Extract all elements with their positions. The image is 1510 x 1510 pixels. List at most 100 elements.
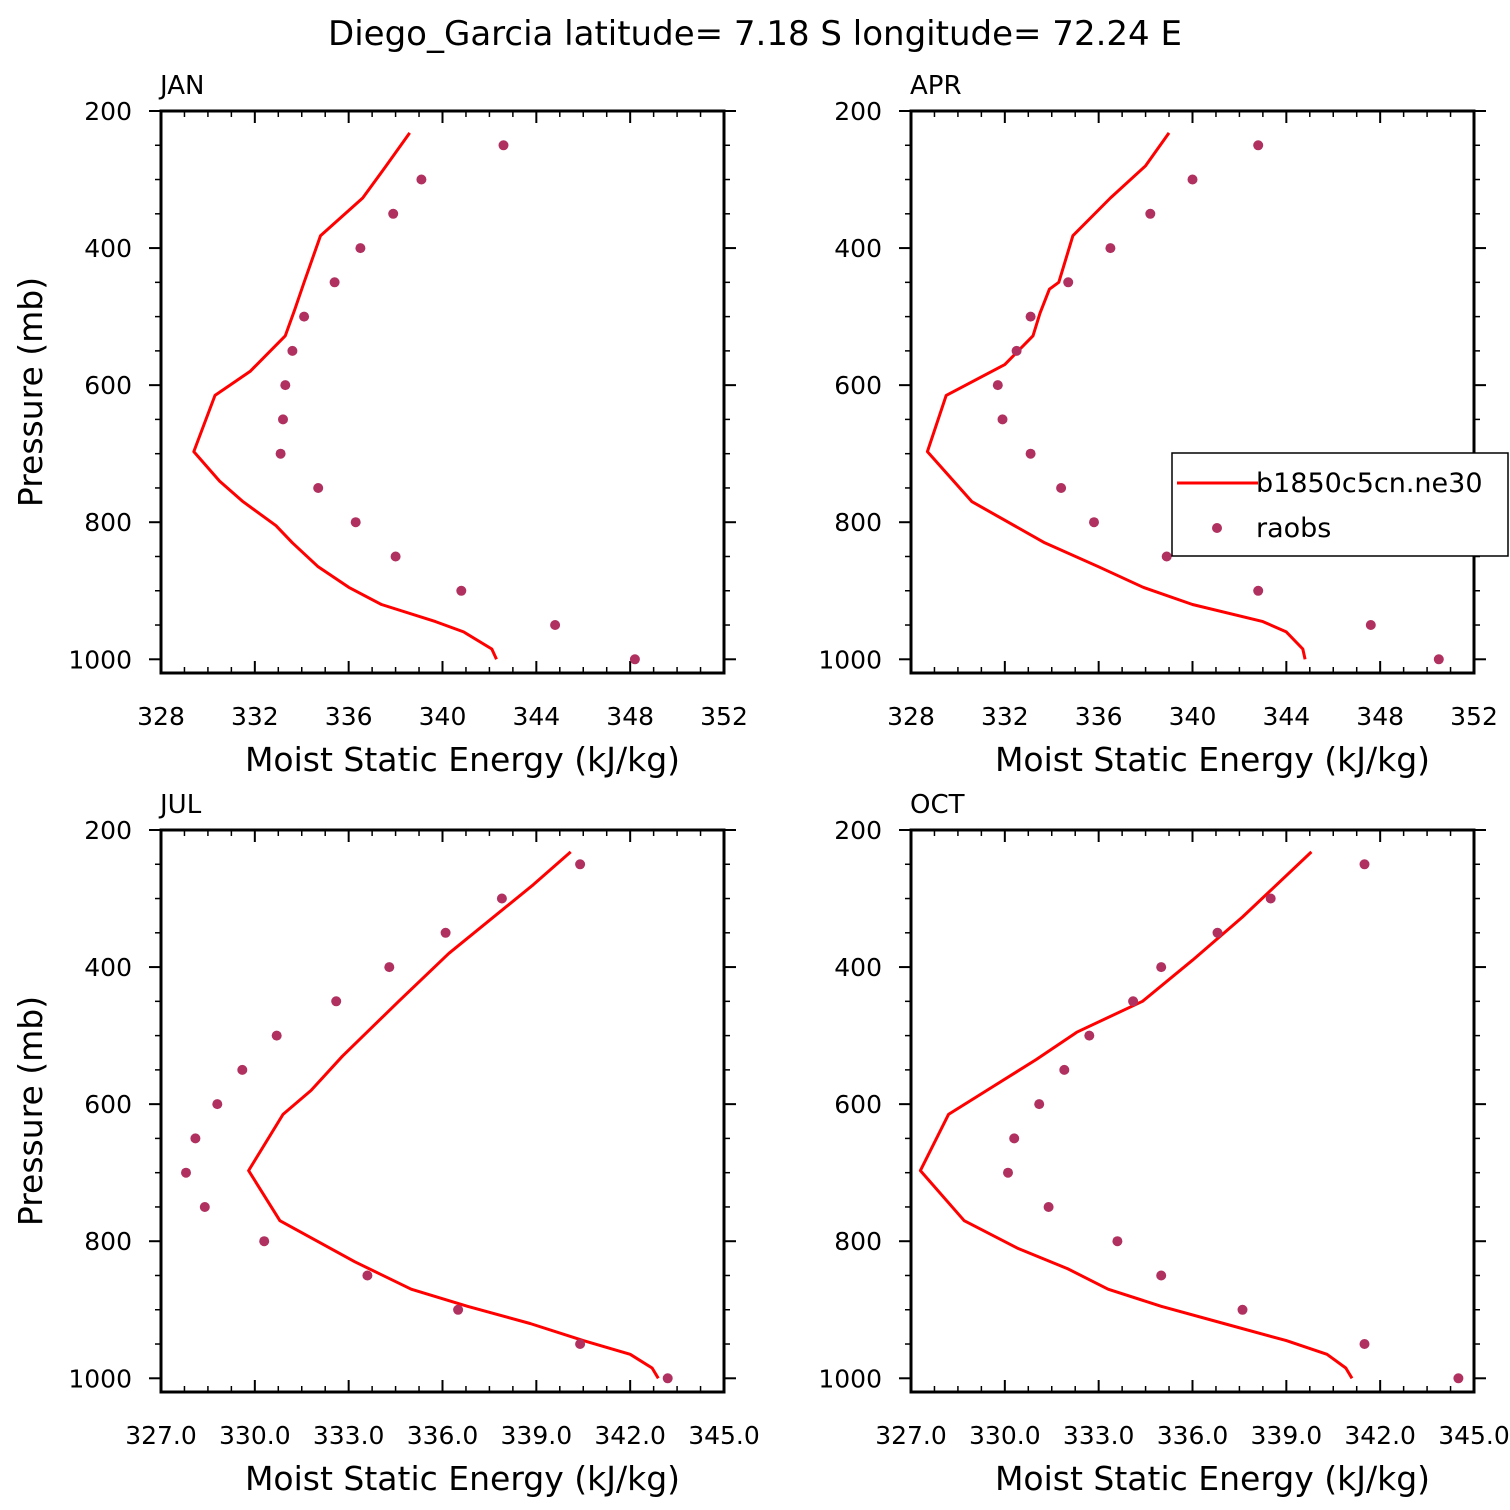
obs-point: [287, 345, 298, 356]
obs-point: [575, 859, 586, 870]
x-tick-label: 352: [1450, 702, 1498, 731]
model-line: [918, 850, 1354, 1380]
obs-point: [384, 962, 395, 973]
obs-point: [259, 1236, 270, 1247]
x-tick-label: 332: [231, 702, 279, 731]
y-tick-label: 1000: [818, 645, 882, 674]
x-axis-label: Moist Static Energy (kJ/kg): [245, 740, 680, 779]
obs-point: [388, 208, 399, 219]
x-axis-label: Moist Static Energy (kJ/kg): [995, 740, 1430, 779]
y-tick-label: 600: [84, 371, 132, 400]
y-axis-label: Pressure (mb): [11, 277, 50, 507]
panel-label: JUL: [158, 790, 202, 820]
x-tick-label: 333.0: [313, 1421, 385, 1450]
obs-point: [662, 1373, 673, 1384]
obs-point: [329, 277, 340, 288]
obs-point: [390, 551, 401, 562]
obs-point: [331, 996, 342, 1007]
legend-label-model: b1850c5cn.ne30: [1256, 468, 1483, 499]
model-line: [247, 850, 660, 1380]
x-tick-label: 328: [887, 702, 935, 731]
obs-point: [199, 1202, 210, 1212]
obs-point: [1112, 1236, 1123, 1247]
plot-area: [918, 850, 1464, 1384]
panel-jan: JAN 328 332 336 340 344 348 352 200 400 600 800 1000…: [11, 71, 748, 779]
obs-point: [997, 414, 1008, 425]
obs-point: [299, 311, 310, 322]
legend-marker-swatch: [1212, 523, 1222, 533]
x-tick-label: 344: [512, 702, 560, 731]
x-tick-label: 345.0: [688, 1421, 760, 1450]
obs-point: [992, 380, 1003, 391]
obs-point: [1025, 448, 1036, 459]
obs-point: [1212, 927, 1223, 938]
obs-point: [1237, 1304, 1248, 1315]
obs-point: [1433, 654, 1444, 665]
panel-apr: APR 328 332 336 340 344 348 352 200 400 600 800 1000…: [818, 71, 1509, 779]
legend-box: [1171, 452, 1509, 557]
obs-point: [1253, 585, 1264, 596]
obs-point: [1187, 174, 1198, 185]
obs-point: [440, 927, 451, 938]
obs-point: [190, 1133, 201, 1144]
obs-point: [1025, 311, 1036, 322]
obs-point: [1161, 551, 1172, 562]
y-tick-label: 400: [84, 953, 132, 982]
obs-point: [1084, 1030, 1095, 1041]
plot-frame: [909, 109, 1476, 675]
obs-point: [275, 448, 286, 459]
plot-frame: [159, 109, 726, 675]
x-tick-label: 327.0: [125, 1421, 197, 1450]
obs-point: [271, 1030, 282, 1041]
panel-oct: OCT 327.0 330.0 333.0 336.0 339.0 342.0 345.0 20…: [818, 790, 1509, 1498]
panels: JAN 328 332 336 340 344 348 352 200 400 600 800 1000…: [11, 71, 1510, 1498]
obs-point: [278, 414, 288, 425]
obs-point: [498, 140, 509, 151]
obs-point: [1105, 243, 1116, 254]
x-tick-label: 336.0: [1157, 1421, 1229, 1450]
obs-point: [350, 517, 361, 528]
x-tick-label: 327.0: [875, 1421, 947, 1450]
plot-frame: [159, 828, 726, 1394]
y-tick-label: 400: [834, 234, 882, 263]
x-tick-label: 336: [325, 702, 373, 731]
obs-point: [313, 483, 324, 493]
x-tick-label: 340: [419, 702, 467, 731]
model-line: [925, 132, 1307, 660]
y-tick-label: 1000: [68, 1364, 132, 1393]
panel-jul: JUL 327.0 330.0 333.0 336.0 339.0 342.0 345.0 20…: [11, 790, 760, 1498]
x-tick-label: 332: [981, 702, 1029, 731]
model-line: [192, 132, 498, 660]
obs-point: [456, 585, 467, 596]
y-tick-label: 200: [834, 816, 882, 845]
x-tick-label: 336.0: [407, 1421, 479, 1450]
y-tick-label: 800: [834, 508, 882, 537]
obs-point: [1265, 893, 1276, 904]
legend-label-obs: raobs: [1256, 513, 1331, 544]
obs-point: [1156, 1270, 1167, 1281]
x-tick-label: 336: [1075, 702, 1123, 731]
x-tick-label: 342.0: [1344, 1421, 1416, 1450]
panel-label: OCT: [910, 790, 965, 820]
obs-point: [1359, 859, 1370, 870]
y-tick-label: 800: [84, 508, 132, 537]
y-axis-label: Pressure (mb): [11, 996, 50, 1226]
obs-point: [181, 1167, 191, 1178]
x-tick-label: 328: [137, 702, 185, 731]
obs-point: [575, 1339, 586, 1349]
x-tick-label: 344: [1262, 702, 1310, 731]
obs-point: [1009, 1133, 1020, 1144]
plot-area: [925, 132, 1444, 665]
obs-point: [1089, 517, 1099, 528]
plot-area: [181, 850, 673, 1384]
obs-point: [280, 380, 291, 391]
obs-point: [416, 174, 427, 185]
x-tick-label: 348: [606, 702, 654, 731]
figure-title: Diego_Garcia latitude= 7.18 S longitude=…: [328, 14, 1182, 54]
obs-point: [1253, 140, 1264, 151]
x-tick-label: 348: [1356, 702, 1404, 731]
plot-area: [192, 132, 640, 665]
y-tick-label: 200: [834, 97, 882, 126]
obs-point: [1011, 345, 1022, 356]
